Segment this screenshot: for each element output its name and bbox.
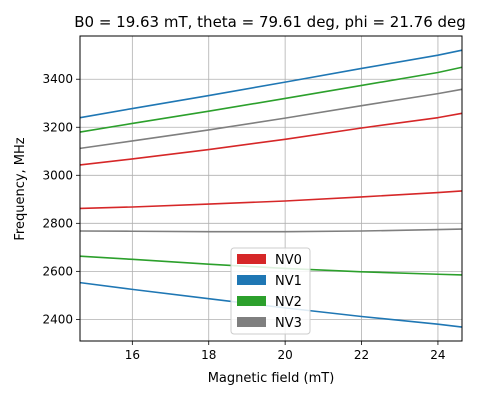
y-axis-label: Frequency, MHz xyxy=(13,137,28,240)
legend-label-nv2: NV2 xyxy=(275,295,302,310)
legend-label-nv1: NV1 xyxy=(275,274,302,289)
series-line-nv0 xyxy=(79,112,463,166)
x-axis-ticks: 16 18 20 22 24 xyxy=(125,341,446,362)
legend-swatch-nv2 xyxy=(237,296,266,306)
y-tick-label: 2400 xyxy=(42,312,73,326)
x-tick-label: 24 xyxy=(430,348,445,362)
series-line-nv3 xyxy=(79,88,463,150)
chart-title: B0 = 19.63 mT, theta = 79.61 deg, phi = … xyxy=(74,13,466,31)
x-tick-label: 18 xyxy=(201,348,216,362)
y-tick-label: 2800 xyxy=(42,216,73,230)
legend-label-nv0: NV0 xyxy=(275,253,302,268)
y-tick-label: 3000 xyxy=(42,168,73,182)
plot-frame xyxy=(79,35,463,342)
legend-swatch-nv3 xyxy=(237,317,266,327)
series-line-nv2 xyxy=(79,66,463,133)
legend-label-nv3: NV3 xyxy=(275,316,302,331)
legend: NV0 NV1 NV2 NV3 xyxy=(230,247,311,335)
legend-swatch-nv1 xyxy=(237,275,266,285)
legend-box xyxy=(230,247,311,335)
legend-swatch-nv0 xyxy=(237,254,266,264)
series-line-nv3 xyxy=(79,228,463,233)
y-tick-label: 3200 xyxy=(42,120,73,134)
series-line-nv0 xyxy=(79,190,463,210)
y-axis-ticks: 2400 2600 2800 3000 3200 3400 xyxy=(42,72,80,326)
x-tick-label: 22 xyxy=(354,348,369,362)
x-tick-label: 20 xyxy=(277,348,292,362)
series-line-nv1 xyxy=(79,49,463,119)
x-tick-label: 16 xyxy=(125,348,140,362)
y-tick-label: 2600 xyxy=(42,264,73,278)
x-axis-label: Magnetic field (mT) xyxy=(208,371,335,386)
y-tick-label: 3400 xyxy=(42,72,73,86)
